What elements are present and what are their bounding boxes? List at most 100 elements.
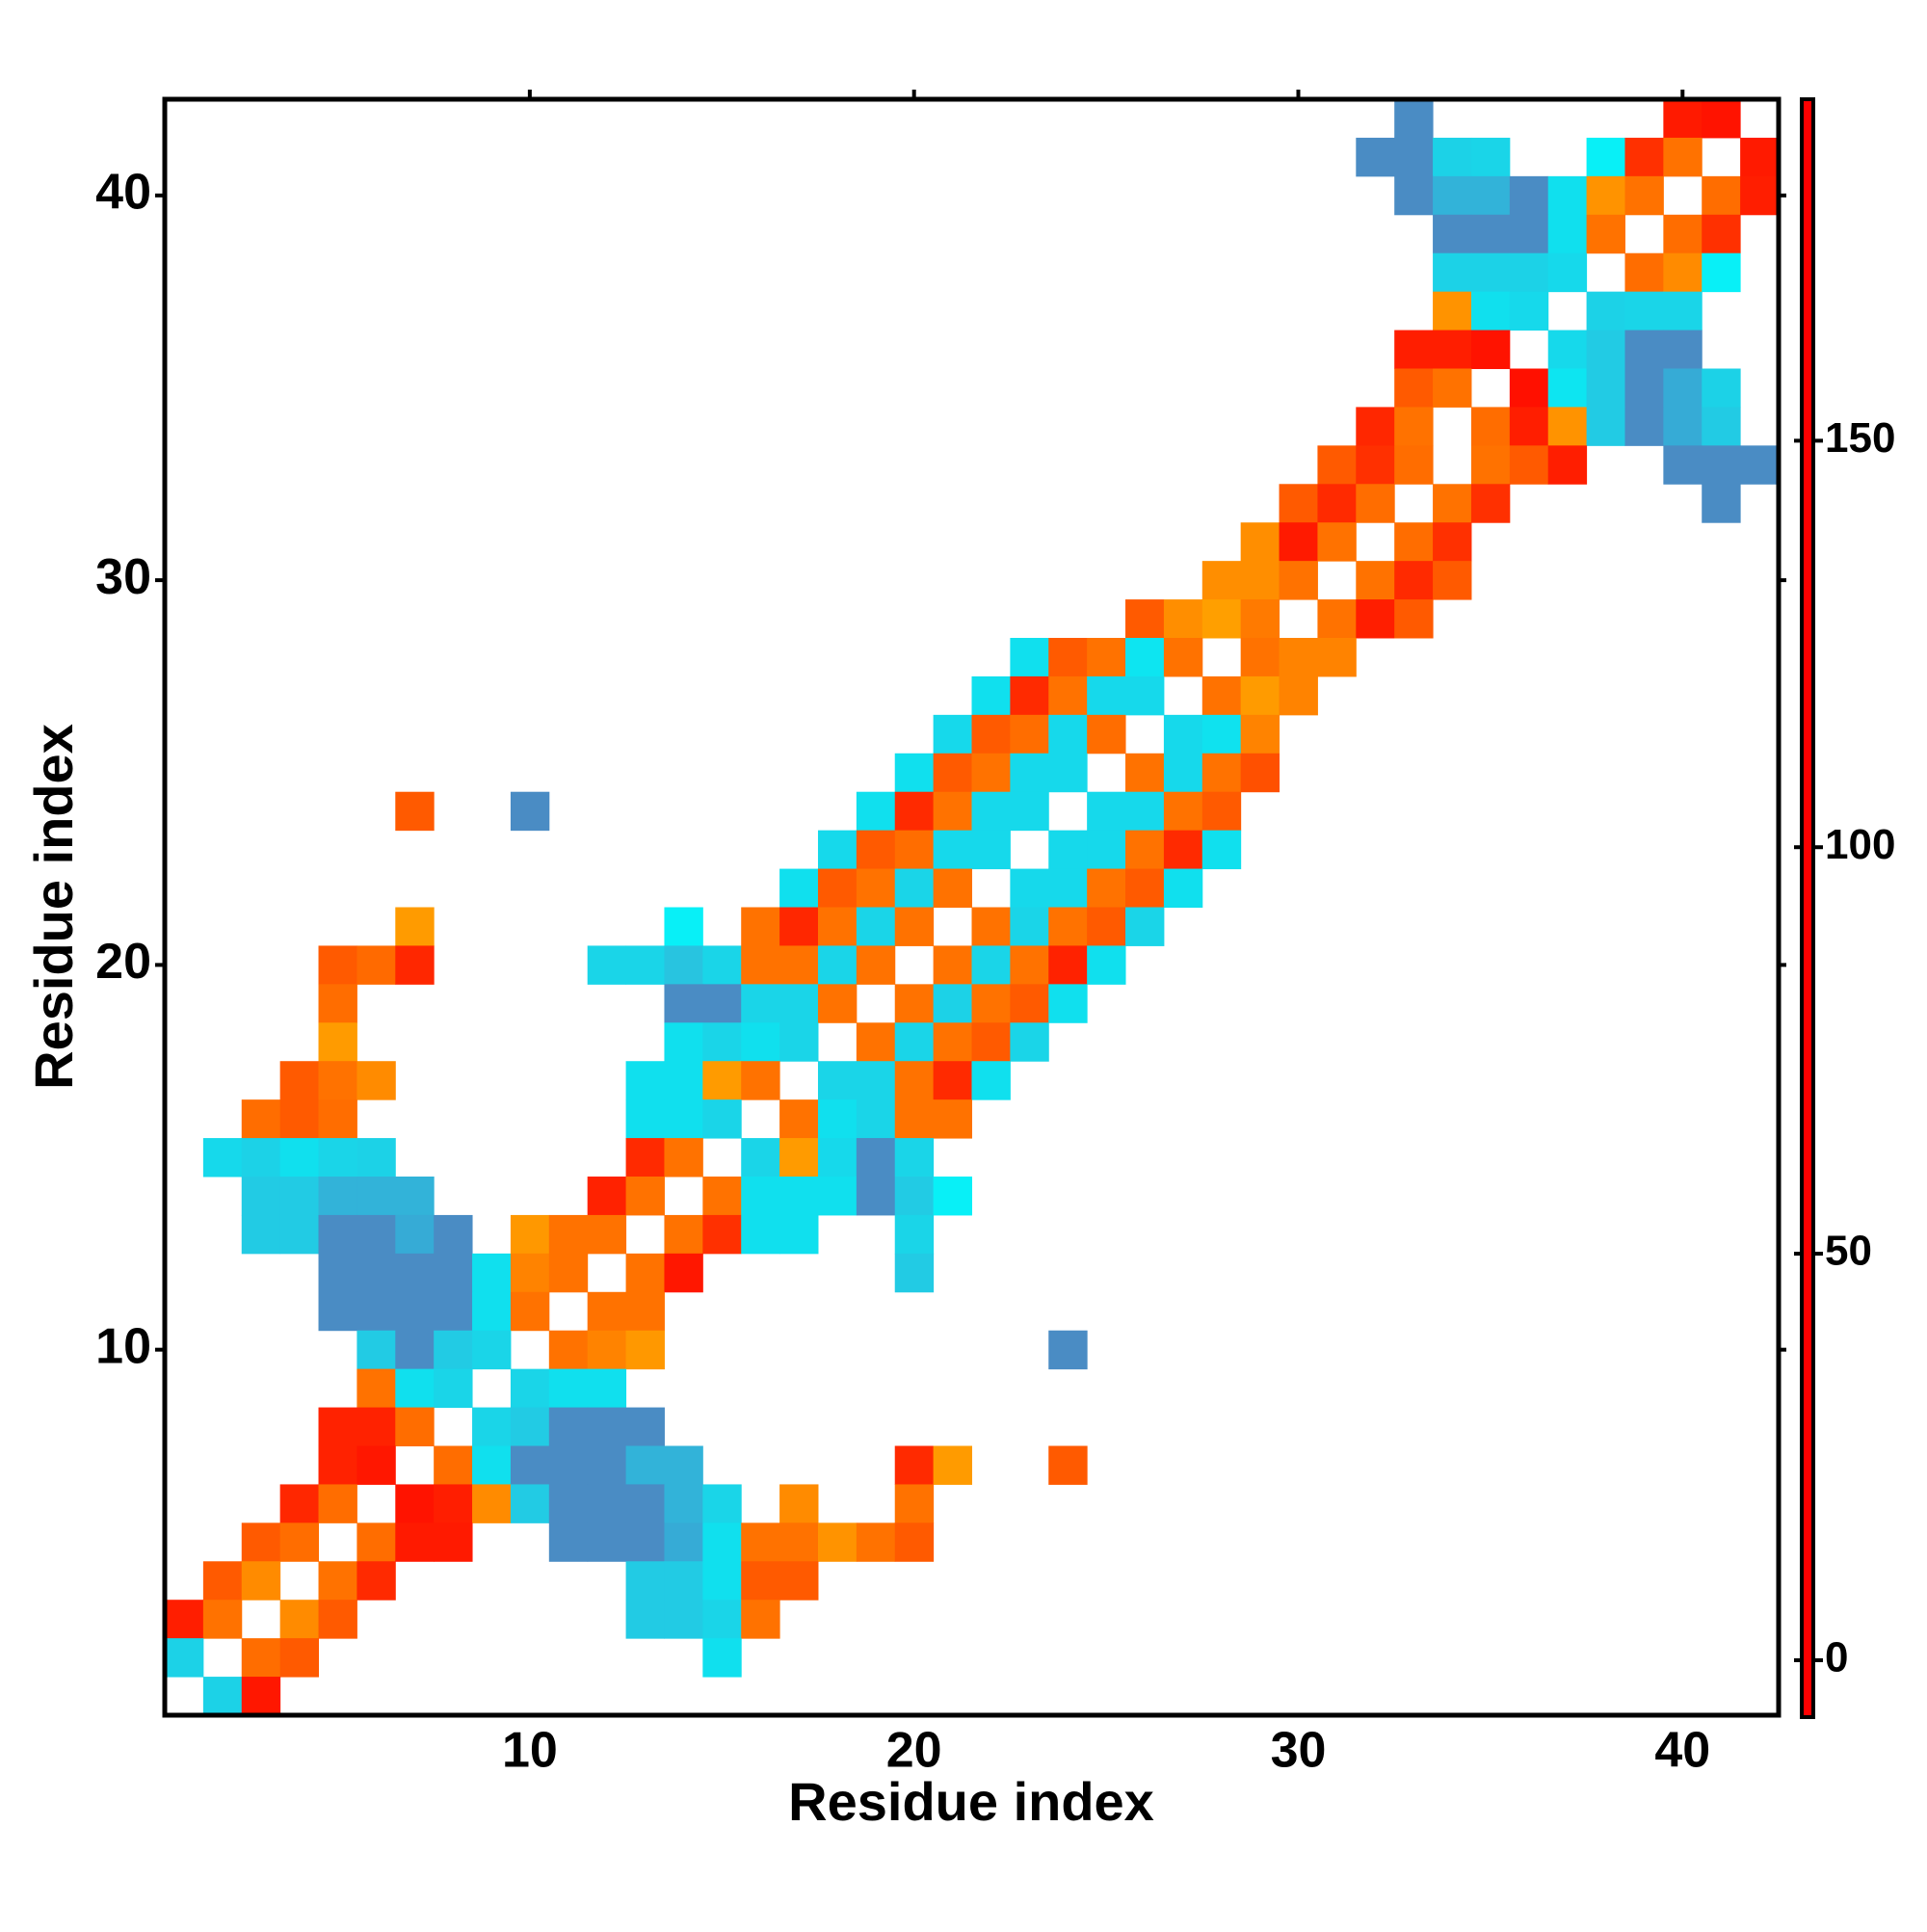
cell [702, 1561, 742, 1601]
cell [1201, 830, 1242, 870]
cell [702, 945, 742, 985]
cell [1125, 753, 1165, 793]
cell [1509, 368, 1549, 408]
cell [356, 1330, 396, 1370]
cell [1125, 830, 1165, 870]
cell [664, 1138, 703, 1178]
cell [1624, 407, 1664, 446]
cell [1163, 830, 1203, 870]
cell [856, 791, 896, 832]
cell [817, 1061, 858, 1100]
cell [241, 1677, 281, 1716]
cell [1087, 945, 1126, 985]
colorbar [1800, 97, 1815, 1719]
y-tick-label: 10 [95, 1318, 151, 1374]
cell [1509, 175, 1549, 216]
cell [548, 1484, 589, 1523]
cell [971, 907, 1011, 946]
cell [1010, 1022, 1049, 1062]
cell [1356, 137, 1395, 177]
cell [779, 1022, 819, 1062]
cell [1125, 868, 1165, 908]
cell [318, 1600, 357, 1639]
cell [664, 1445, 703, 1485]
cell [779, 868, 819, 908]
plot-frame [162, 96, 1782, 1718]
cell [1279, 561, 1318, 600]
cell [587, 1291, 627, 1332]
cell [318, 1099, 357, 1139]
cell [318, 1407, 357, 1446]
cell [856, 1061, 896, 1100]
cell [817, 1138, 858, 1178]
cell [625, 1291, 665, 1332]
cell [318, 945, 357, 985]
cell [318, 1061, 357, 1100]
cell [356, 1214, 396, 1255]
x-tick-label: 30 [1271, 1723, 1327, 1779]
cell [1586, 214, 1625, 254]
cell [318, 1177, 357, 1216]
cell [1394, 445, 1434, 485]
colorbar-tick-label: 150 [1825, 414, 1895, 462]
cell [356, 1407, 396, 1446]
cell [1356, 599, 1395, 639]
cell [779, 1484, 819, 1523]
cell [395, 1253, 435, 1293]
cell [894, 753, 935, 793]
cell [1394, 368, 1434, 408]
cell [548, 1330, 589, 1370]
cell [1394, 330, 1434, 369]
cell [356, 1561, 396, 1601]
cell [933, 791, 972, 832]
cell [1356, 445, 1395, 485]
cell [356, 1061, 396, 1100]
cell [1125, 907, 1165, 946]
cell [395, 1214, 435, 1255]
cell [779, 945, 819, 985]
cell [241, 1138, 281, 1178]
cell [395, 791, 435, 832]
cell [279, 1600, 320, 1639]
cell [933, 1022, 972, 1062]
cell [1586, 368, 1625, 408]
cell [472, 1407, 512, 1446]
cell [664, 1214, 703, 1255]
cells [165, 99, 1780, 1716]
cell [356, 1291, 396, 1332]
cell [1702, 484, 1741, 523]
cell [548, 1214, 589, 1255]
cell [702, 1214, 742, 1255]
cell [1010, 907, 1049, 946]
cell [1702, 214, 1741, 254]
colorbar-tick-label: 0 [1825, 1634, 1848, 1681]
cell [1509, 214, 1549, 254]
cell [395, 907, 435, 946]
cell [817, 945, 858, 985]
cell [894, 1253, 935, 1293]
cell [1048, 868, 1088, 908]
cell [1240, 638, 1280, 677]
cell [1240, 522, 1280, 562]
cell [894, 1214, 935, 1255]
cell [741, 1214, 780, 1255]
cell [587, 1330, 627, 1370]
cell [1702, 99, 1741, 139]
cell [1163, 599, 1203, 639]
cell [434, 1368, 473, 1409]
cell [894, 984, 935, 1023]
cell [434, 1214, 473, 1255]
cell [817, 830, 858, 870]
cell [279, 1484, 320, 1523]
cell [1163, 791, 1203, 832]
cell [241, 1638, 281, 1678]
colorbar-tick-label: 100 [1825, 821, 1895, 868]
cell [279, 1099, 320, 1139]
cell [933, 830, 972, 870]
cell [434, 1522, 473, 1562]
cell [817, 984, 858, 1023]
cell [510, 1445, 550, 1485]
cell [356, 1253, 396, 1293]
cell [702, 1177, 742, 1216]
